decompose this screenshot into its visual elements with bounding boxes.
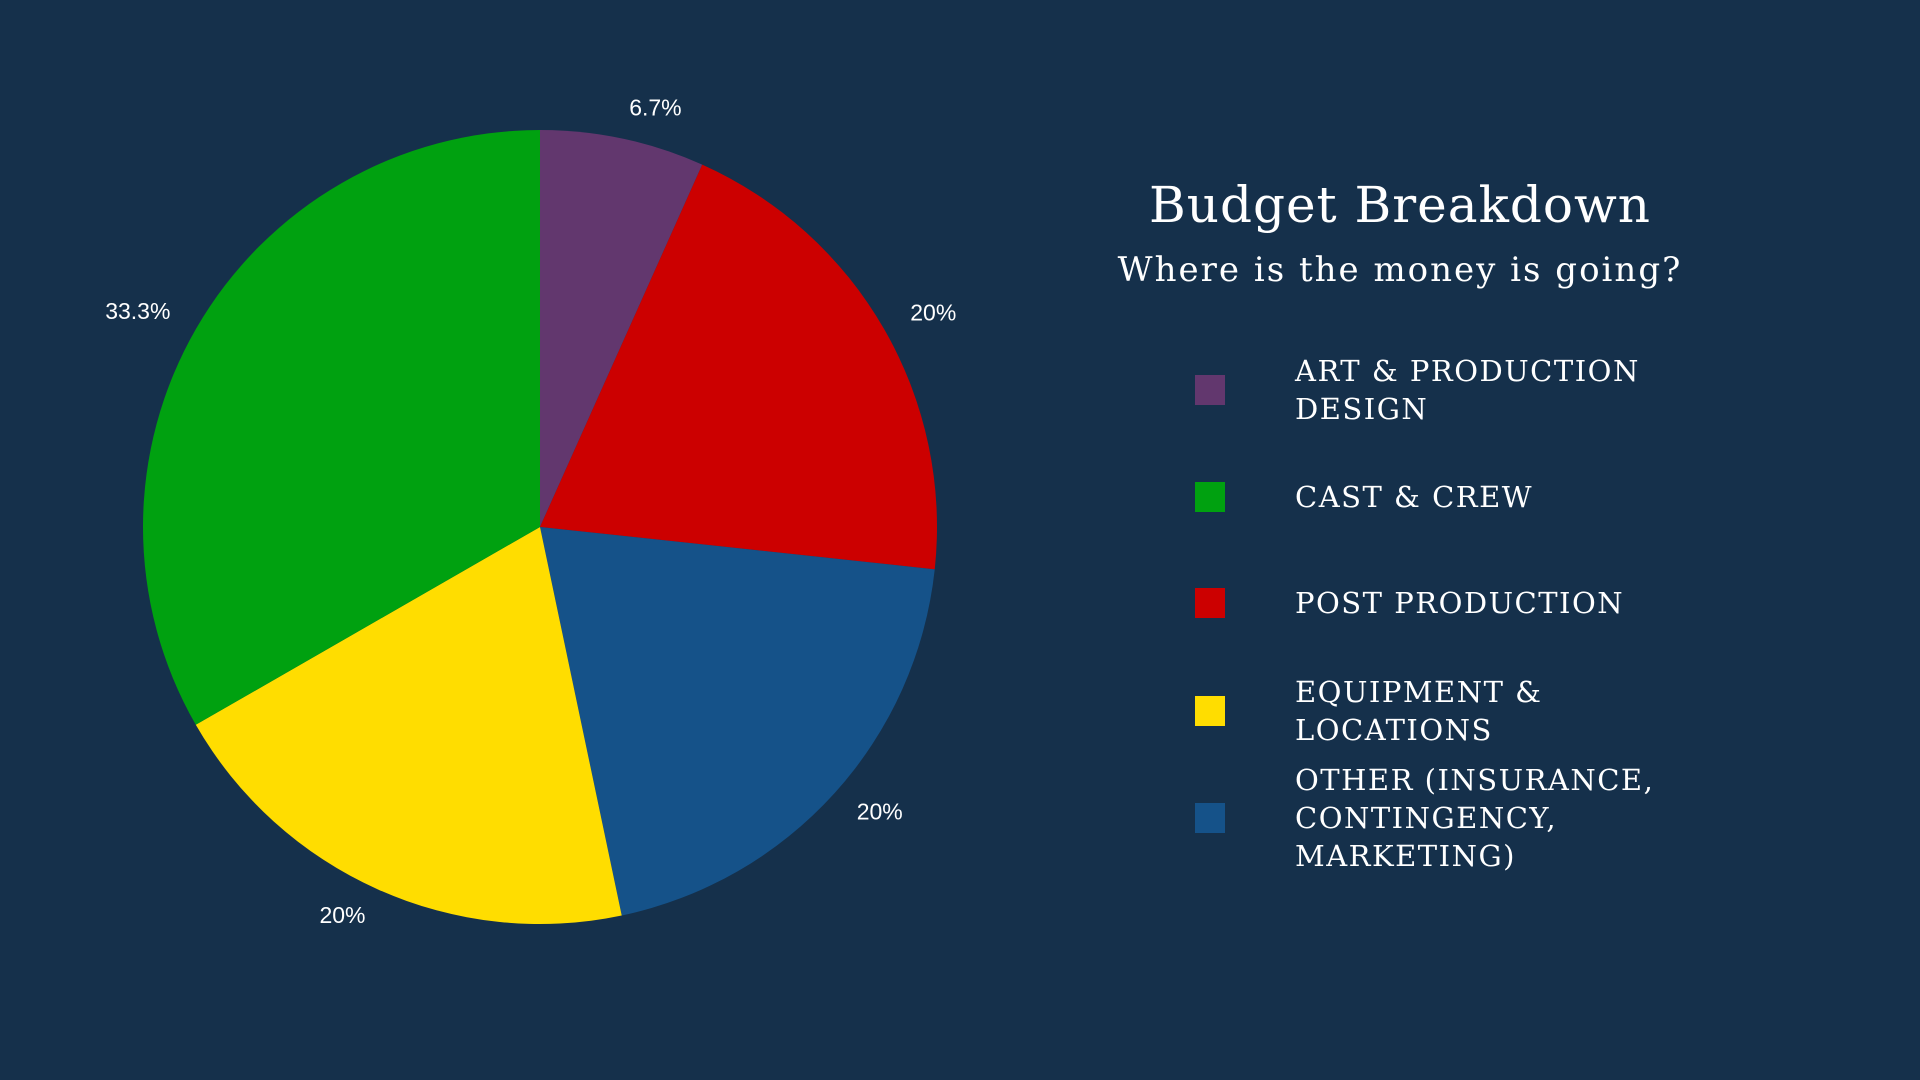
pie-slice-art-production-design [540,130,703,527]
title-block: Budget Breakdown Where is the money is g… [1080,170,1720,300]
pie-slice-other-insurance-contingency-marketing [540,527,935,916]
legend-label: ART & PRODUCTION DESIGN [1295,354,1640,426]
pie-slice-post-production [540,164,937,570]
chart-subtitle: Where is the money is going? [1117,250,1683,290]
legend-label: CAST & CREW [1295,480,1534,514]
pie-slice-value-label: 20% [910,299,956,325]
pie-slice-equipment-locations [195,527,622,924]
legend-swatch [1195,803,1225,833]
legend-item-art-production-design: ART & PRODUCTION DESIGN [1195,352,1655,428]
pie-chart: 6.7% 20% 20% 20% 33.3% [105,95,956,928]
legend-item-equipment-locations: EQUIPMENT & LOCATIONS [1195,673,1655,749]
pie-slice-cast-crew [143,130,540,725]
legend-swatch [1195,696,1225,726]
legend-item-other: OTHER (INSURANCE, CONTINGENCY, MARKETING… [1195,761,1655,875]
pie-slice-value-label: 6.7% [629,95,681,121]
pie-slice-value-label: 33.3% [105,298,170,324]
legend-label: EQUIPMENT & LOCATIONS [1295,675,1543,747]
pie-slice-value-label: 20% [857,798,903,824]
legend-label: OTHER (INSURANCE, CONTINGENCY, MARKETING… [1295,763,1655,873]
legend-swatch [1195,375,1225,405]
legend-item-cast-crew: CAST & CREW [1195,476,1655,518]
pie-slice-value-label: 20% [319,902,365,928]
legend-swatch [1195,588,1225,618]
legend: ART & PRODUCTION DESIGN CAST & CREW POST… [1195,0,1655,1080]
legend-swatch [1195,482,1225,512]
legend-item-post-production: POST PRODUCTION [1195,582,1655,624]
legend-label: POST PRODUCTION [1295,586,1625,620]
chart-title: Budget Breakdown [1149,176,1651,234]
